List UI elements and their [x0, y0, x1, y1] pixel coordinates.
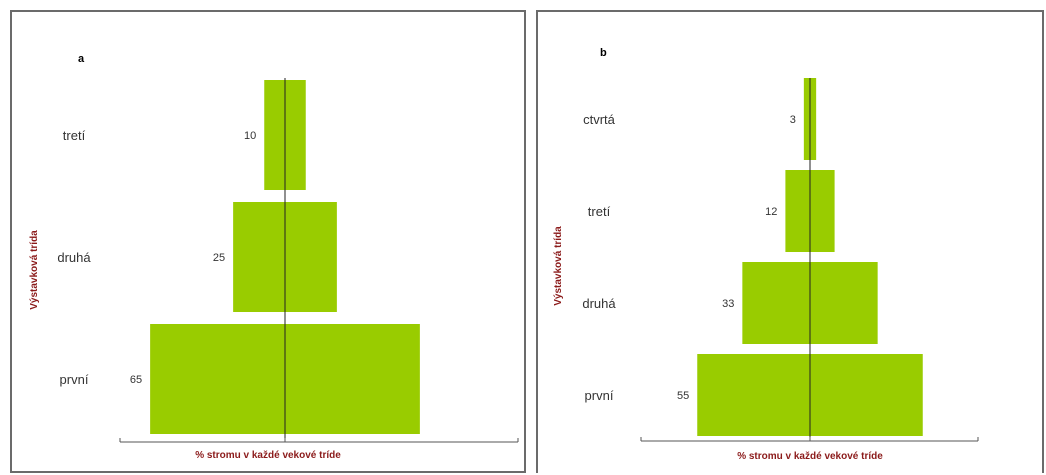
panel-letter-a: a — [78, 53, 85, 65]
y-axis-label-a: Výstavková trída — [29, 230, 40, 310]
value-label-b-1: 55 — [677, 390, 689, 402]
category-label-b-3: tretí — [588, 204, 611, 219]
chart-b-svg: b Výstavková trída % stromu v každé veko… — [553, 47, 979, 462]
x-axis-label-a: % stromu v každé vekové tríde — [195, 450, 341, 461]
category-label-b-2: druhá — [582, 296, 616, 311]
panel-letter-b: b — [600, 47, 607, 59]
value-label-a-3: 10 — [244, 130, 256, 142]
bar-group-b: 55 první 33 druhá 12 tretí 3 ctvrtá — [582, 78, 979, 442]
value-label-b-4: 3 — [790, 114, 796, 126]
chart-a-svg: a Výstavková trída % stromu v každé veko… — [29, 53, 519, 461]
category-label-b-4: ctvrtá — [583, 112, 616, 127]
chart-panel-b: b Výstavková trída % stromu v každé veko… — [536, 10, 1044, 473]
value-label-b-3: 12 — [765, 206, 777, 218]
category-label-a-3: tretí — [63, 128, 86, 143]
y-axis-label-b: Výstavková trída — [553, 226, 564, 306]
category-label-b-1: první — [585, 388, 614, 403]
value-label-a-1: 65 — [130, 374, 142, 386]
category-label-a-2: druhá — [57, 250, 91, 265]
bar-group-a: 65 první 25 druhá 10 tretí — [57, 78, 519, 443]
category-label-a-1: první — [60, 372, 89, 387]
value-label-a-2: 25 — [213, 252, 225, 264]
x-axis-label-b: % stromu v každé vekové tríde — [737, 451, 883, 462]
chart-panel-a: a Výstavková trída % stromu v každé veko… — [10, 10, 526, 473]
value-label-b-2: 33 — [722, 298, 734, 310]
